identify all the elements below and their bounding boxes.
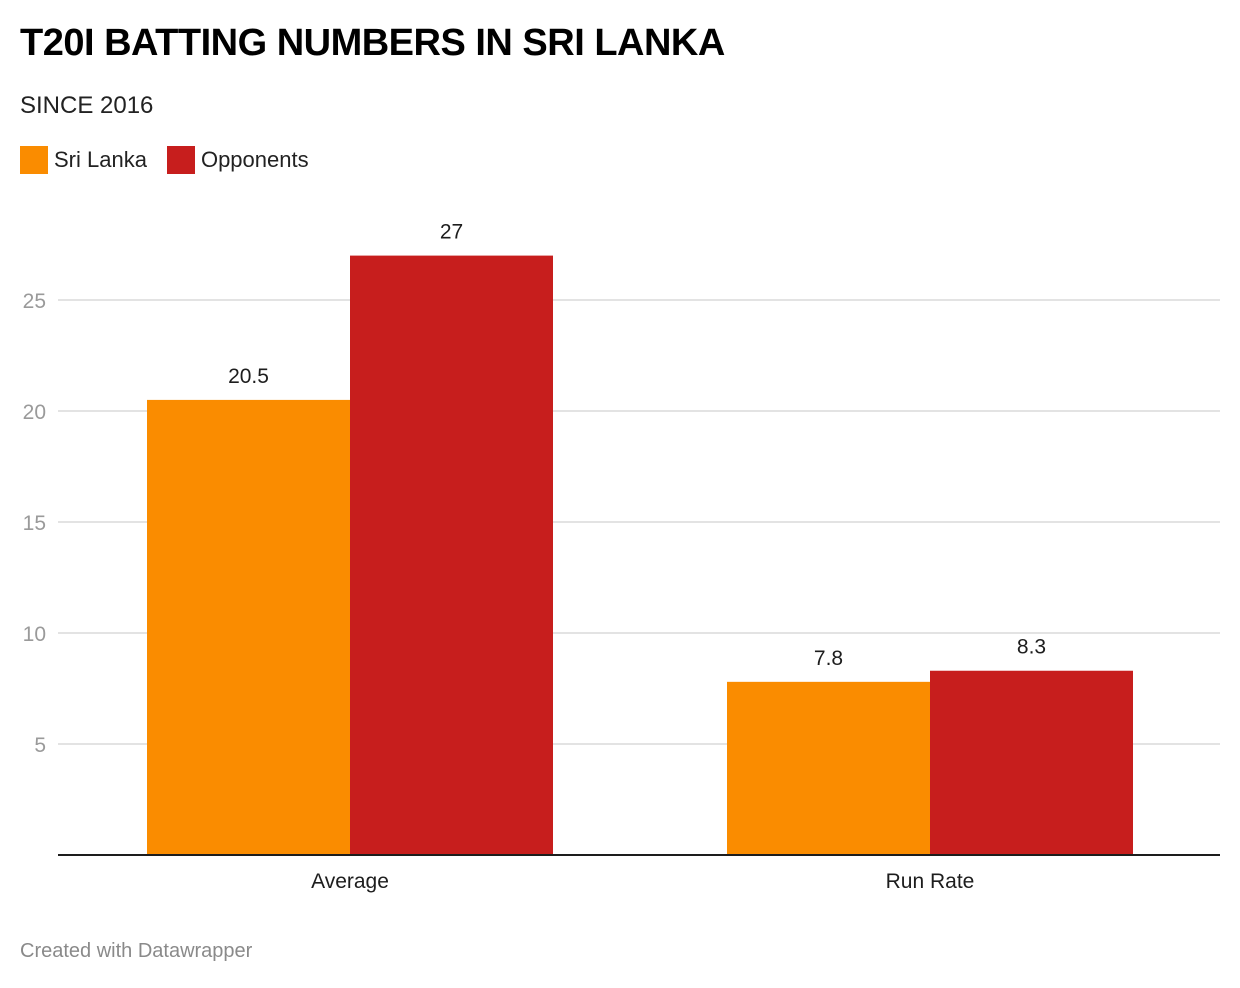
- y-tick-label: 5: [34, 734, 46, 757]
- data-label: 7.8: [814, 647, 843, 670]
- legend-swatch-opponents: [166, 146, 195, 174]
- legend-item-opponents: Opponents: [166, 146, 309, 174]
- bar-sri-lanka-run-rate: [727, 681, 930, 855]
- y-axis-ticks: 5 10 15 20 25: [23, 290, 46, 757]
- data-label: 8.3: [1017, 636, 1046, 659]
- footer-credit: Created with Datawrapper: [20, 940, 253, 962]
- data-labels: 20.5 27 7.8 8.3: [228, 221, 1046, 670]
- x-axis-categories: Average Run Rate: [311, 870, 974, 893]
- data-label: 27: [440, 221, 463, 244]
- y-tick-label: 25: [23, 290, 46, 313]
- legend-label-sri-lanka: Sri Lanka: [54, 147, 147, 172]
- y-tick-label: 20: [23, 401, 46, 424]
- chart-subtitle: SINCE 2016: [20, 92, 154, 119]
- bar-opponents-average: [350, 255, 553, 856]
- bar-sri-lanka-average: [147, 399, 350, 855]
- x-category-label: Run Rate: [886, 870, 975, 893]
- legend-label-opponents: Opponents: [200, 147, 309, 172]
- x-category-label: Average: [311, 870, 389, 893]
- chart-title: T20I BATTING NUMBERS IN SRI LANKA: [20, 22, 725, 64]
- y-tick-label: 15: [23, 512, 46, 535]
- bar-opponents-run-rate: [930, 670, 1133, 855]
- legend-swatch-sri-lanka: [20, 146, 48, 174]
- legend-item-sri-lanka: Sri Lanka: [20, 146, 147, 174]
- data-label: 20.5: [228, 365, 269, 388]
- bars: [147, 255, 1133, 856]
- legend: Sri Lanka Opponents: [20, 146, 329, 174]
- y-tick-label: 10: [23, 623, 46, 646]
